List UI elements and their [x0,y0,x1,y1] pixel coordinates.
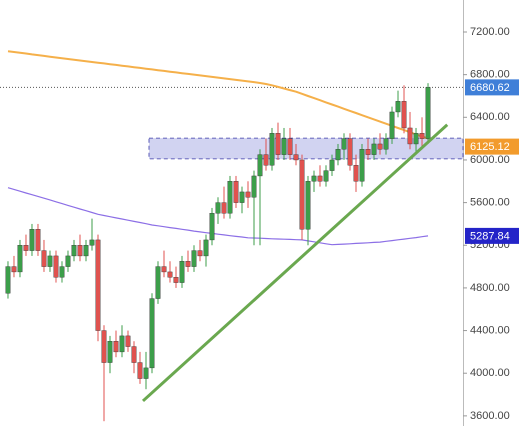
candle-body [173,277,179,283]
y-tick-label: 4400.00 [470,324,510,336]
candle-body [101,330,107,363]
candle-body [65,255,71,267]
candle-body [137,362,143,379]
candle-body [353,165,359,182]
y-tick-label: 6000.00 [470,154,510,166]
candle-body [149,298,155,369]
candle-body [23,245,29,251]
candle-body [377,143,383,150]
moving-average [7,50,429,140]
candle-body [83,245,89,257]
candle-body [167,271,173,278]
candle-body [59,266,65,278]
candle-body [227,181,233,214]
price-tag-label: 5287.84 [470,230,510,242]
candle-body [221,202,227,214]
candle-body [71,245,77,257]
candle-body [311,175,317,182]
y-tick-label: 5600.00 [470,197,510,209]
candle-body [179,261,185,283]
candle-body [407,127,413,145]
candle-body [389,111,395,139]
candle-body [257,154,263,177]
candle-body [203,239,209,257]
candle-body [113,341,119,353]
candle-body [119,335,125,353]
candle-body [125,335,131,347]
candle-body [419,133,425,139]
y-tick-label: 6400.00 [470,111,510,123]
candle-body [29,229,35,251]
candle-body [53,255,59,278]
y-tick-label: 7200.00 [470,26,510,38]
candle-body [359,149,365,182]
candle-body [95,239,101,331]
candle-body [197,250,203,257]
y-tick-label: 4000.00 [470,367,510,379]
y-tick-label: 6800.00 [470,69,510,81]
candle-body [11,266,17,273]
candle-body [191,250,197,267]
candle-body [5,266,11,294]
candle-body [413,133,419,145]
candle-body [131,346,137,363]
candle-body [371,143,377,155]
candle-body [155,266,161,299]
candle-body [329,159,335,171]
y-tick-label: 4800.00 [470,282,510,294]
candle-body [341,138,347,150]
candle-body [281,138,287,155]
candle-body [317,175,323,182]
price-tag [465,138,519,155]
candle-body [251,175,257,198]
candle-body [245,191,251,198]
candle-body [347,138,353,166]
price-tag-label: 6125.12 [470,141,510,153]
candle-body [35,229,41,251]
candle-body [293,154,299,161]
price-tag [465,79,519,96]
candle-body [263,154,269,166]
candle-body [185,261,191,267]
candle-body [275,133,281,155]
candle-body [77,245,83,257]
candle-body [335,149,341,161]
candle-body [161,266,167,273]
candle-body [401,101,407,129]
price-tag [465,227,519,244]
candle-body [215,202,221,214]
candle-body [233,181,239,203]
price-tag-label: 6680.62 [470,82,510,94]
candle-body [41,250,47,267]
candle-body [89,239,95,246]
moving-average [7,187,429,246]
candle-body [107,341,113,363]
candle-body [365,149,371,155]
candle-body [323,170,329,182]
candle-body [143,367,149,379]
y-tick-label: 3600.00 [470,410,510,422]
candle-body [425,87,431,139]
candle-body [305,181,311,230]
candle-body [395,101,401,113]
candle-body [287,138,293,155]
candle-body [209,213,215,241]
candle-body [17,245,23,273]
candle-body [383,138,389,150]
candle-body [299,159,305,230]
candle-body [239,191,245,203]
candle-body [47,255,53,267]
trendline [141,123,449,403]
candle-body [269,133,275,166]
